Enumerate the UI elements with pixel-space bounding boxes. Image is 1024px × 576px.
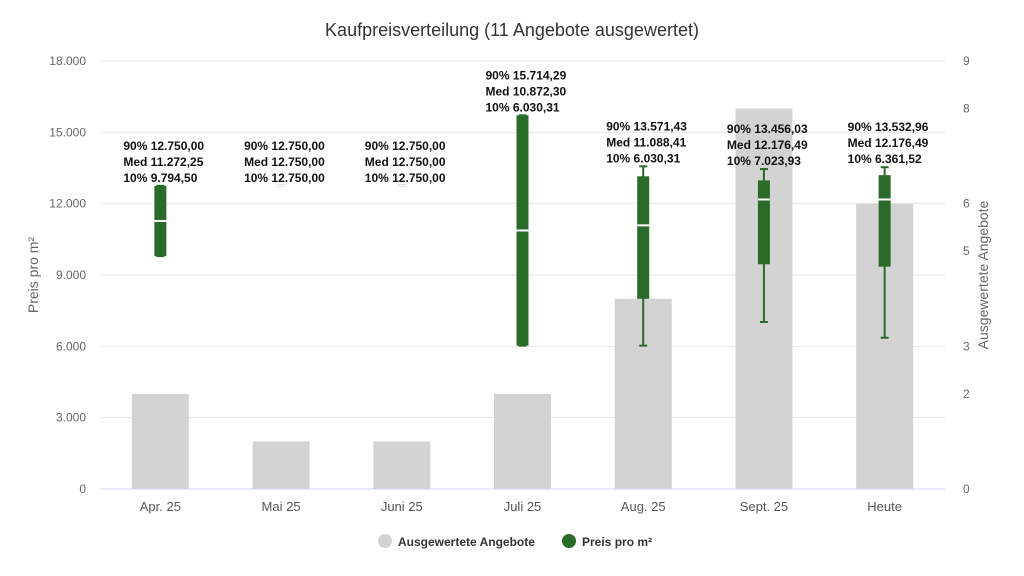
box-1[interactable] — [275, 184, 288, 187]
right-axis-ticks: 0 2 3 5 6 8 9 — [963, 54, 970, 496]
box-4[interactable] — [637, 165, 650, 347]
bar-2[interactable] — [373, 441, 431, 489]
annotation-label: 90% 15.714,29 — [486, 68, 567, 82]
legend-label-price: Preis pro m² — [582, 535, 652, 549]
box-3[interactable] — [516, 114, 529, 347]
annotation-label: 90% 13.456,03 — [727, 122, 808, 136]
annotation-label: Med 12.176,49 — [848, 136, 929, 150]
annotation-label: 10% 6.030,31 — [606, 151, 680, 165]
x-tick-label: Mai 25 — [262, 499, 301, 514]
x-tick-label: Juli 25 — [504, 499, 542, 514]
right-tick-label: 9 — [963, 54, 970, 68]
legend-item-price[interactable]: Preis pro m² — [562, 534, 652, 549]
right-tick-label: 3 — [963, 339, 970, 353]
left-tick-label: 9.000 — [56, 268, 86, 282]
annotation-label: 90% 13.532,96 — [848, 120, 929, 134]
annotation-label: 10% 7.023,93 — [727, 154, 801, 168]
annotation-label: Med 11.272,25 — [123, 155, 203, 169]
right-tick-label: 0 — [963, 482, 970, 496]
x-tick-label: Heute — [867, 499, 902, 514]
x-tick-label: Aug. 25 — [621, 499, 666, 514]
annotation-label: 10% 6.361,52 — [848, 152, 922, 166]
left-tick-label: 0 — [79, 482, 86, 496]
right-tick-label: 8 — [963, 102, 970, 116]
annotations: 90% 12.750,00 Med 11.272,25 10% 9.794,50 90… — [123, 68, 928, 184]
bar-series — [131, 108, 914, 490]
annotation-label: 90% 12.750,00 — [244, 139, 325, 153]
annotation-label: Med 12.750,00 — [244, 155, 325, 169]
x-axis-ticks: Apr. 25 Mai 25 Juni 25 Juli 25 Aug. 25 Sept. … — [140, 499, 902, 514]
left-axis-title: Preis pro m² — [25, 237, 41, 314]
annotation-label: 90% 13.571,43 — [606, 119, 687, 133]
annotation-label: 10% 6.030,31 — [486, 100, 560, 114]
annotation-label: Med 11.088,41 — [606, 135, 686, 149]
annotation-label: Med 10.872,30 — [486, 84, 567, 98]
box-0[interactable] — [154, 184, 167, 258]
box-body — [878, 175, 891, 267]
box-6[interactable] — [878, 166, 891, 339]
legend-item-bars[interactable]: Ausgewertete Angebote — [378, 534, 535, 549]
x-tick-label: Juni 25 — [381, 499, 423, 514]
bar-3[interactable] — [494, 393, 551, 489]
right-tick-label: 6 — [963, 197, 970, 211]
left-tick-label: 15.000 — [49, 125, 86, 139]
left-tick-label: 6.000 — [56, 339, 86, 353]
annotation-label: 90% 12.750,00 — [365, 139, 446, 153]
bar-0[interactable] — [131, 393, 189, 489]
boxplot-series — [154, 114, 891, 347]
bar-1[interactable] — [252, 441, 310, 489]
left-tick-label: 12.000 — [49, 197, 86, 211]
right-axis-title: Ausgewertete Angebote — [975, 200, 991, 349]
box-body — [757, 180, 770, 265]
chart-title: Kaufpreisverteilung (11 Angebote ausgewe… — [325, 20, 699, 40]
annotation-label: 10% 12.750,00 — [244, 171, 325, 185]
left-tick-label: 3.000 — [56, 411, 86, 425]
legend-marker-price — [562, 534, 576, 548]
annotation-label: 10% 9.794,50 — [123, 171, 197, 185]
x-tick-label: Sept. 25 — [740, 499, 788, 514]
legend-marker-bars — [378, 534, 392, 548]
annotation-label: 90% 12.750,00 — [123, 139, 204, 153]
box-2[interactable] — [395, 184, 408, 187]
left-tick-label: 18.000 — [49, 54, 86, 68]
annotation-label: 10% 12.750,00 — [365, 171, 446, 185]
left-axis-ticks: 0 3.000 6.000 9.000 12.000 15.000 18.000 — [49, 54, 86, 496]
box-body — [637, 176, 650, 299]
annotation-label: Med 12.750,00 — [365, 155, 446, 169]
x-tick-label: Apr. 25 — [140, 499, 181, 514]
right-tick-label: 2 — [963, 387, 970, 401]
legend[interactable]: Ausgewertete Angebote Preis pro m² — [378, 534, 652, 549]
box-5[interactable] — [757, 168, 770, 323]
legend-label-bars: Ausgewertete Angebote — [398, 535, 535, 549]
annotation-label: Med 12.176,49 — [727, 138, 808, 152]
right-tick-label: 5 — [963, 244, 970, 258]
